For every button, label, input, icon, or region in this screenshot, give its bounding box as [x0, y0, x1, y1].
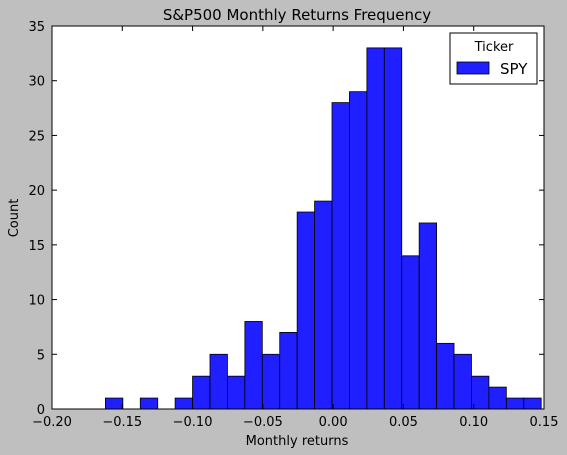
histogram-bar: [505, 397, 525, 410]
histogram-bar: [105, 397, 124, 410]
legend-title: Ticker: [474, 40, 514, 55]
histogram-bar: [331, 102, 350, 410]
y-axis-label: Count: [7, 199, 22, 238]
histogram-bar: [436, 342, 455, 410]
x-tick-label: −0.05: [243, 415, 283, 430]
histogram-bar: [139, 397, 159, 410]
histogram-bar: [366, 47, 385, 410]
x-axis-ticks: −0.20 −0.15 −0.10 −0.05 0.00 0.05 0.10 0.15: [32, 26, 558, 430]
histogram-bar: [244, 321, 263, 410]
histogram-bar: [314, 200, 333, 410]
y-tick-label: 35: [28, 20, 45, 35]
legend-swatch-spy: [456, 61, 490, 75]
plot-area-frame: [51, 25, 545, 410]
y-tick-label: 5: [37, 348, 45, 363]
x-tick-label: 0.15: [530, 415, 559, 430]
histogram-bar: [296, 211, 315, 410]
histogram-bar: [523, 397, 542, 410]
histogram-bar: [418, 222, 438, 410]
legend: Ticker SPY: [449, 32, 538, 85]
x-axis-label: Monthly returns: [246, 434, 349, 449]
legend-label-spy: SPY: [500, 60, 528, 78]
y-tick-label: 25: [28, 129, 45, 144]
x-tick-label: 0.00: [319, 415, 348, 430]
histogram-bar: [349, 91, 368, 410]
x-tick-label: 0.10: [459, 415, 488, 430]
bars-group: [105, 47, 542, 410]
y-tick-label: 20: [28, 184, 45, 199]
legend-box: [449, 32, 538, 85]
histogram-bar: [209, 353, 228, 410]
histogram-bar: [488, 386, 507, 410]
histogram-bar: [453, 353, 472, 410]
y-tick-label: 0: [37, 403, 45, 418]
histogram-bar: [192, 375, 211, 410]
histogram-bar: [174, 397, 193, 410]
y-tick-label: 15: [28, 239, 45, 254]
y-tick-label: 30: [28, 75, 45, 90]
chart-title: S&P500 Monthly Returns Frequency: [163, 6, 431, 24]
histogram-bar: [227, 375, 246, 410]
histogram-bar: [279, 331, 298, 410]
x-tick-label: 0.05: [389, 415, 418, 430]
y-tick-label: 10: [28, 294, 45, 309]
histogram-bar: [401, 255, 420, 410]
histogram-bar: [261, 353, 281, 410]
y-axis-ticks: 0 5 10 15 20 25 30 35: [28, 20, 544, 418]
x-tick-label: −0.20: [32, 415, 72, 430]
x-tick-label: −0.15: [102, 415, 142, 430]
x-tick-label: −0.10: [173, 415, 213, 430]
histogram-bar: [383, 47, 403, 410]
